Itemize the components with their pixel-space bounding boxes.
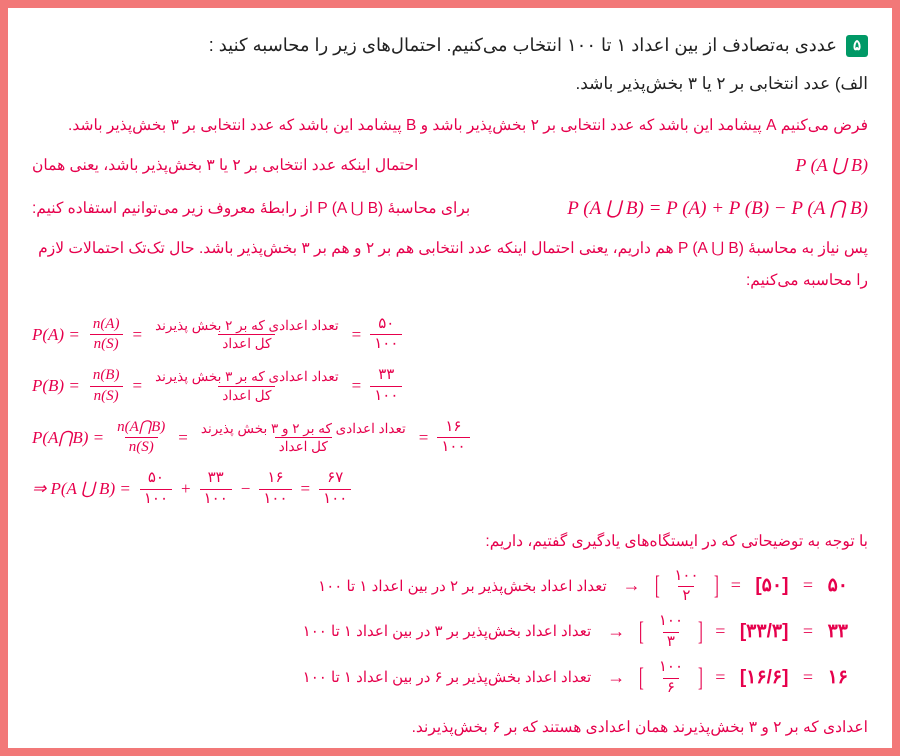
floor-desc: تعداد اعداد بخش‌پذیر بر ۶ در بین اعداد ۱…	[303, 662, 592, 694]
solution-row-3: برای محاسبهٔ P (A ⋃ B) از رابطهٔ معروف ز…	[32, 189, 868, 229]
floor-mid: [۵۰]	[755, 566, 788, 606]
solution-p3-text: برای محاسبهٔ P (A ⋃ B) از رابطهٔ معروف ز…	[32, 193, 470, 226]
floor-result: ۳۳	[828, 612, 848, 652]
problem-number-badge: ۵	[846, 35, 868, 57]
floor-row: تعداد اعداد بخش‌پذیر بر ۲ در بین اعداد ۱…	[32, 566, 848, 606]
floor-row: تعداد اعداد بخش‌پذیر بر ۳ در بین اعداد ۱…	[32, 612, 848, 652]
solution-p2-text: احتمال اینکه عدد انتخابی بر ۲ یا ۳ بخش‌پ…	[32, 150, 418, 183]
question-text: عددی به‌تصادف از بین اعداد ۱ تا ۱۰۰ انتخ…	[209, 35, 837, 55]
solution-p6: اعدادی که بر ۲ و ۳ بخش‌پذیرند همان اعداد…	[32, 712, 868, 745]
part-a-line: الف) عدد انتخابی بر ۲ یا ۳ بخش‌پذیر باشد…	[32, 68, 868, 100]
equation-block: P(A) = n(A) n(S) = تعداد اعدادی که بر ۲ …	[32, 316, 868, 508]
formula-p-aub: P (A ⋃ B)	[795, 147, 868, 185]
floor-row: تعداد اعداد بخش‌پذیر بر ۶ در بین اعداد ۱…	[32, 658, 848, 698]
eq-pb: P(B) = n(B) n(S) = تعداد اعدادی که بر ۳ …	[32, 367, 405, 405]
floor-desc: تعداد اعداد بخش‌پذیر بر ۲ در بین اعداد ۱…	[318, 571, 607, 603]
arrow-icon: →	[607, 613, 625, 651]
solution-row-2: احتمال اینکه عدد انتخابی بر ۲ یا ۳ بخش‌پ…	[32, 147, 868, 185]
solution-p1: فرض می‌کنیم A پیشامد این باشد که عدد انت…	[32, 110, 868, 143]
floor-result: ۵۰	[828, 566, 848, 606]
arrow-icon: →	[623, 567, 641, 605]
question-line: ۵ عددی به‌تصادف از بین اعداد ۱ تا ۱۰۰ ان…	[32, 28, 868, 62]
eq-pab: P(A⋂B) = n(A⋂B) n(S) = تعداد اعدادی که ب…	[32, 419, 473, 457]
floor-desc: تعداد اعداد بخش‌پذیر بر ۳ در بین اعداد ۱…	[303, 616, 592, 648]
arrow-icon: →	[607, 659, 625, 697]
solution-p4: پس نیاز به محاسبهٔ P (A ⋃ B) هم داریم، ی…	[32, 233, 868, 298]
solution-p5: با توجه به توضیحاتی که در ایستگاه‌های یا…	[32, 526, 868, 559]
formula-inclusion-exclusion: P (A ⋃ B) = P (A) + P (B) − P (A ⋂ B)	[567, 189, 868, 229]
floor-mid: [۳۳/۳]	[740, 612, 789, 652]
floor-calculations: تعداد اعداد بخش‌پذیر بر ۲ در بین اعداد ۱…	[32, 566, 868, 698]
floor-mid: [۱۶/۶]	[740, 658, 789, 698]
solution-body: فرض می‌کنیم A پیشامد این باشد که عدد انت…	[32, 110, 868, 744]
page: ۵ عددی به‌تصادف از بین اعداد ۱ تا ۱۰۰ ان…	[8, 8, 892, 748]
eq-pa: P(A) = n(A) n(S) = تعداد اعدادی که بر ۲ …	[32, 316, 405, 354]
floor-result: ۱۶	[828, 658, 848, 698]
eq-result: ⇒ P(A ⋃ B) = ۵۰ ۱۰۰ + ۳۳ ۱۰۰ − ۱۶ ۱۰۰ = …	[32, 470, 354, 508]
